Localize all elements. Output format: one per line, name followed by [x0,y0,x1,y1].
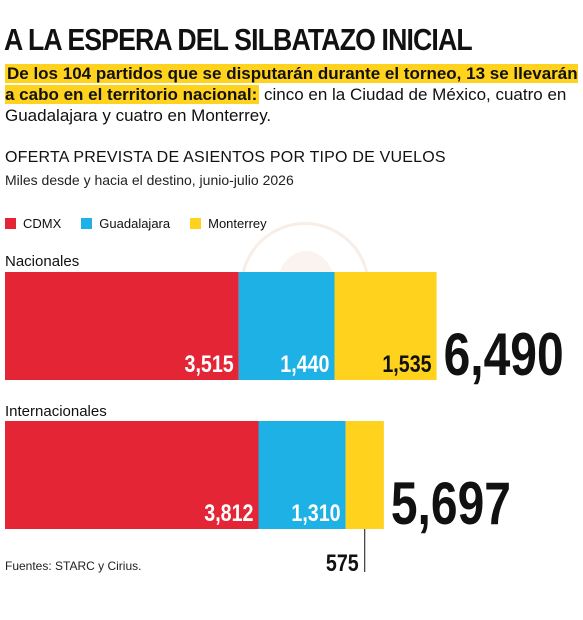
chart-subtitle: OFERTA PREVISTA DE ASIENTOS POR TIPO DE … [5,149,446,166]
legend-item-monterrey: Monterrey [190,216,267,231]
chart-note: Miles desde y hacia el destino, junio-ju… [5,172,294,188]
legend-swatch-cdmx [5,217,16,229]
bar-nacionales-monterrey [334,272,437,380]
legend-item-cdmx: CDMX [5,216,61,231]
value-label-nacionales-guadalajara: 1,440 [280,350,329,377]
value-label-nacionales-cdmx: 3,515 [185,350,234,377]
legend-label-cdmx: CDMX [23,215,62,231]
chart-title: A LA ESPERA DEL SILBATAZO INICIAL [4,22,473,57]
total-label-nacionales: 6,490 [444,321,564,388]
value-label-nacionales-monterrey: 1,535 [382,350,431,377]
intro-text: De los 104 partidos que se disputarán du… [5,63,580,126]
source-note: Fuentes: STARC y Cirius. [5,559,142,573]
legend-swatch-guadalajara [81,217,93,229]
category-label-internacionales: Internacionales [5,403,107,420]
legend-item-guadalajara: Guadalajara [81,216,170,231]
legend-swatch-monterrey [190,217,202,229]
legend-label-monterrey: Monterrey [208,215,267,231]
bar-internacionales-monterrey [345,421,384,529]
category-label-nacionales: Nacionales [5,253,79,270]
intro-rest: cinco en la Ciudad de México, cuatro en … [5,85,567,125]
value-label-internacionales-guadalajara: 1,310 [291,499,340,526]
bar-nacionales-cdmx [5,272,239,380]
bar-internacionales-cdmx [5,421,259,529]
bar-nacionales-guadalajara [238,272,335,380]
value-label-internacionales-monterrey: 575 [326,549,359,576]
legend-label-guadalajara: Guadalajara [99,215,171,231]
legend: CDMX Guadalajara Monterrey [5,214,287,232]
value-label-internacionales-cdmx: 3,812 [204,499,253,526]
total-label-internacionales: 5,697 [391,470,511,537]
bar-internacionales-guadalajara [258,421,346,529]
